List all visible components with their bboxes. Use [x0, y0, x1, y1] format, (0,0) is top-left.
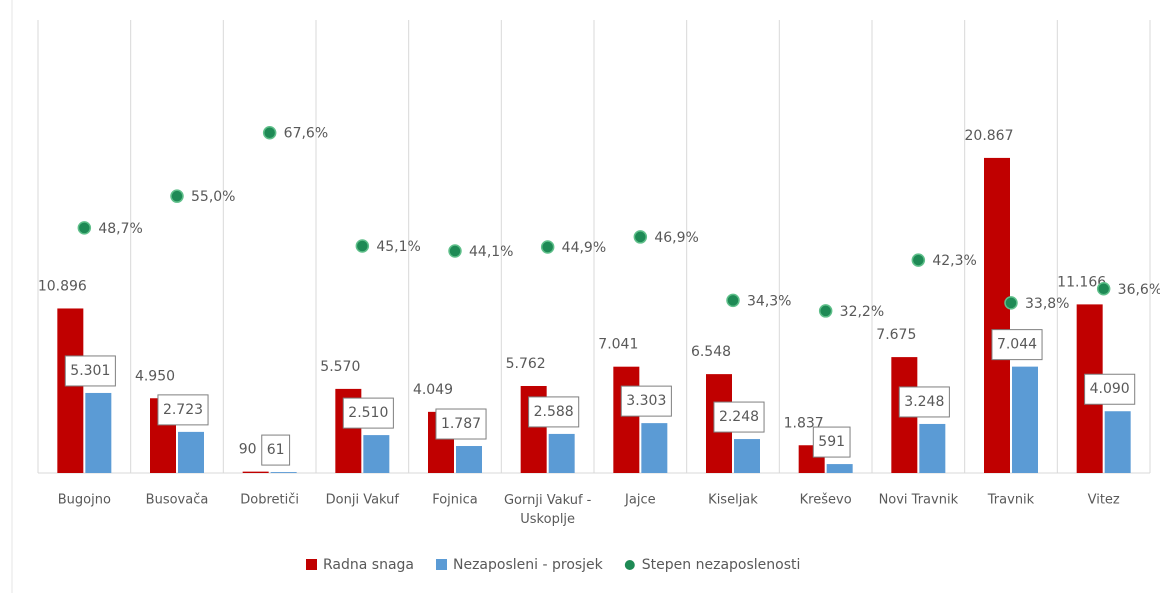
bar [456, 446, 482, 473]
dot [540, 240, 555, 254]
dot [818, 304, 833, 318]
data-label: 7.675 [876, 327, 916, 343]
data-label: 48,7% [98, 221, 142, 237]
dot [911, 253, 926, 267]
data-label: 20.867 [965, 128, 1014, 144]
data-label: 591 [818, 434, 845, 450]
x-tick-label: Gornji Vakuf -Uskoplje [504, 493, 592, 527]
bar [242, 471, 269, 473]
data-label-box [898, 386, 950, 418]
bar [1012, 366, 1038, 473]
data-label: 2.588 [534, 404, 574, 420]
dot [633, 230, 648, 244]
data-label: 4.090 [1090, 381, 1130, 397]
legend-swatch [436, 559, 447, 570]
x-tick-label: Novi Travnik [879, 493, 959, 508]
data-label: 67,6% [284, 126, 328, 142]
legend-swatch [306, 559, 317, 570]
dot [77, 221, 92, 235]
bar [826, 464, 853, 473]
data-label-box [812, 426, 851, 458]
dot [1096, 282, 1111, 296]
x-tick-label: Vitez [1088, 493, 1120, 508]
data-label: 4.950 [135, 368, 175, 384]
data-label: 10.896 [38, 278, 87, 294]
bar [363, 435, 390, 473]
bar [270, 472, 297, 473]
data-label-box [991, 329, 1043, 361]
bar [641, 423, 668, 473]
data-label-box [1084, 373, 1136, 405]
data-label: 46,9% [654, 230, 698, 246]
data-label-box [713, 401, 765, 433]
data-label: 2.723 [163, 402, 203, 418]
data-label: 4.049 [413, 382, 453, 398]
data-label: 5.301 [70, 363, 110, 379]
data-label: 32,2% [840, 304, 884, 320]
data-label: 2.510 [348, 405, 388, 421]
data-label-box [64, 355, 116, 387]
legend-label: Radna snaga [323, 557, 414, 573]
data-label: 34,3% [747, 293, 791, 309]
bar [57, 308, 84, 473]
x-tick-label: Kreševo [800, 493, 852, 508]
bar [1104, 411, 1131, 473]
data-label: 90 [239, 442, 257, 458]
x-tick-label: Travnik [987, 493, 1035, 508]
x-tick-label: Jajce [624, 493, 656, 508]
data-label: 3.303 [626, 393, 666, 409]
data-label: 5.762 [506, 356, 546, 372]
x-tick-label: Donji Vakuf [326, 493, 400, 508]
x-tick-label: Fojnica [432, 493, 478, 508]
data-label: 5.570 [320, 359, 360, 375]
x-tick-label: Bugojno [58, 493, 111, 508]
data-label-box [620, 385, 672, 417]
data-label: 2.248 [719, 409, 759, 425]
data-label-box [261, 434, 291, 466]
legend-swatch [624, 560, 635, 570]
dot [262, 125, 277, 140]
data-label: 42,3% [932, 253, 976, 269]
dot [170, 189, 184, 203]
bar [919, 423, 946, 473]
dot [1004, 296, 1018, 310]
bar [178, 431, 204, 473]
data-label: 36,6% [1118, 282, 1160, 298]
bar [613, 366, 640, 473]
data-label: 7.041 [598, 337, 638, 353]
x-tick-label: Dobretiči [240, 493, 299, 508]
data-label: 44,1% [469, 244, 513, 260]
data-label-box [528, 396, 580, 428]
data-label: 33,8% [1025, 296, 1069, 312]
data-label: 11.166 [1057, 274, 1106, 290]
legend-label: Stepen nezaposlenosti [642, 557, 801, 573]
bar [85, 392, 112, 473]
bar [548, 433, 575, 473]
data-label: 6.548 [691, 344, 731, 360]
bar [984, 157, 1010, 473]
x-tick-label: Busovača [146, 493, 209, 508]
dot [448, 244, 462, 258]
legend-label: Nezaposleni - prosjek [453, 557, 604, 573]
data-label: 1.787 [441, 416, 481, 432]
data-label: 55,0% [191, 189, 235, 205]
data-label: 44,9% [562, 240, 606, 256]
data-label: 45,1% [376, 239, 420, 255]
data-label-box [157, 394, 209, 426]
data-label: 3.248 [904, 394, 944, 410]
data-label: 7.044 [997, 337, 1037, 353]
data-label-box [435, 408, 487, 440]
data-label: 61 [267, 442, 285, 458]
dot [726, 293, 740, 308]
dot [355, 239, 370, 253]
data-label-box [342, 397, 394, 429]
x-tick-label: Kiseljak [708, 493, 758, 508]
bar [734, 439, 760, 473]
